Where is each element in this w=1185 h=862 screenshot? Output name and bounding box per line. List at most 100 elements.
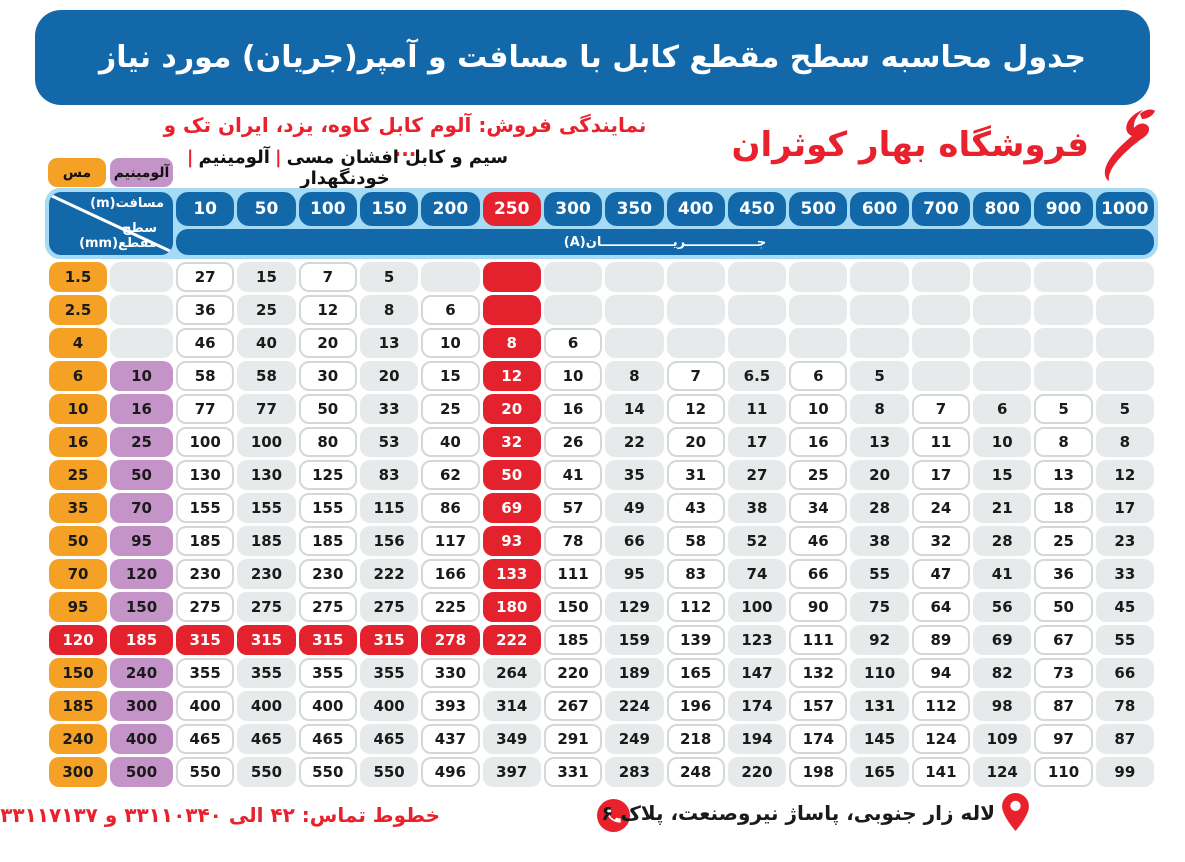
amperage-cell: 7 xyxy=(666,361,725,391)
amperage-cell: 28 xyxy=(973,526,1032,556)
amperage-cell: 156 xyxy=(359,526,419,556)
amperage-cell: 69 xyxy=(973,625,1032,655)
copper-size-cell: 4 xyxy=(49,328,107,358)
aluminum-size-cell: 150 xyxy=(110,592,173,622)
distance-header-cell: 50 xyxy=(237,192,296,226)
amperage-cell: 30 xyxy=(298,361,357,391)
aluminum-legend-badge: آلومینیم xyxy=(110,158,173,187)
amperage-cell: 58 xyxy=(237,361,296,391)
empty-cell xyxy=(543,295,603,325)
amperage-cell: 355 xyxy=(359,658,419,688)
amperage-cell: 77 xyxy=(237,394,296,424)
empty-cell xyxy=(605,295,664,325)
amperage-cell: 393 xyxy=(421,691,480,721)
empty-cell xyxy=(911,295,971,325)
amperage-cell: 36 xyxy=(176,295,235,325)
amperage-cell: 275 xyxy=(237,592,296,622)
amperage-cell: 400 xyxy=(298,691,357,721)
empty-cell xyxy=(911,361,971,391)
amperage-cell: 275 xyxy=(359,592,419,622)
amperage-cell: 33 xyxy=(1095,559,1154,589)
amperage-cell: 130 xyxy=(176,460,235,490)
amperage-cell: 87 xyxy=(1095,724,1154,754)
page-title: جدول محاسبه سطح مقطع کابل با مسافت و آمپ… xyxy=(98,40,1087,75)
amperage-cell: 283 xyxy=(605,757,664,787)
empty-cell xyxy=(727,262,787,292)
amperage-cell: 66 xyxy=(789,559,848,589)
amperage-cell: 33 xyxy=(359,394,419,424)
amperage-cell: 66 xyxy=(605,526,664,556)
aluminum-size-cell: 50 xyxy=(110,460,173,490)
store-brand: فروشگاه بهار کوثران xyxy=(732,106,1158,184)
amperage-cell: 23 xyxy=(1095,526,1154,556)
amperage-cell: 267 xyxy=(543,691,603,721)
dealer-line: نمایندگی فروش: آلوم کابل کاوه، یزد، ایرا… xyxy=(163,113,647,161)
amperage-cell: 12 xyxy=(298,295,357,325)
empty-cell xyxy=(1095,328,1154,358)
empty-cell xyxy=(666,328,725,358)
amperage-cell: 222 xyxy=(359,559,419,589)
empty-cell xyxy=(543,262,603,292)
amperage-cell: 8 xyxy=(1095,427,1154,457)
amperage-cell: 220 xyxy=(727,757,787,787)
copper-size-cell: 16 xyxy=(49,427,107,457)
aluminum-size-cell: 95 xyxy=(110,526,173,556)
amperage-cell: 45 xyxy=(1095,592,1154,622)
amperage-cell: 25 xyxy=(237,295,296,325)
products-line: سیم و کابل افشان مسی|آلومینیم|خودنگهدار xyxy=(165,147,525,189)
amperage-cell: 249 xyxy=(605,724,664,754)
amperage-cell: 5 xyxy=(1034,394,1093,424)
amperage-cell: 6 xyxy=(421,295,480,325)
amperage-cell: 73 xyxy=(1034,658,1093,688)
amperage-cell: 314 xyxy=(482,691,541,721)
amperage-cell: 10 xyxy=(789,394,848,424)
amperage-cell: 400 xyxy=(359,691,419,721)
amperage-cell: 6 xyxy=(789,361,848,391)
amperage-cell: 6.5 xyxy=(727,361,787,391)
amperage-cell: 11 xyxy=(727,394,787,424)
copper-legend-badge: مس xyxy=(48,158,106,187)
amperage-cell: 78 xyxy=(1095,691,1154,721)
amperage-cell: 331 xyxy=(543,757,603,787)
amperage-cell: 31 xyxy=(666,460,725,490)
amperage-cell: 50 xyxy=(298,394,357,424)
amperage-cell: 13 xyxy=(850,427,909,457)
amperage-cell: 139 xyxy=(666,625,725,655)
distance-header-cell: 1000 xyxy=(1095,192,1154,226)
amperage-cell: 355 xyxy=(298,658,357,688)
empty-cell xyxy=(911,328,971,358)
amperage-table: مسافت(m) سطح مقطع(mm) 10 50 100 150 200 250 30… xyxy=(45,188,1158,787)
amperage-cell: 465 xyxy=(176,724,235,754)
amperage-cell: 141 xyxy=(911,757,971,787)
amperage-cell: 83 xyxy=(666,559,725,589)
distance-header-cell: 700 xyxy=(911,192,971,226)
amperage-cell: 56 xyxy=(973,592,1032,622)
amperage-cell: 13 xyxy=(1034,460,1093,490)
amperage-cell: 78 xyxy=(543,526,603,556)
amperage-cell: 180 xyxy=(482,592,541,622)
amperage-cell: 46 xyxy=(789,526,848,556)
store-logo-icon xyxy=(1104,109,1155,181)
aluminum-size-cell: 120 xyxy=(110,559,173,589)
aluminum-size-cell xyxy=(110,262,173,292)
amperage-cell: 17 xyxy=(727,427,787,457)
amperage-cell: 10 xyxy=(421,328,480,358)
amperage-cell: 155 xyxy=(176,493,235,523)
amperage-cell: 275 xyxy=(176,592,235,622)
amperage-cell: 130 xyxy=(237,460,296,490)
empty-cell xyxy=(911,262,971,292)
amperage-cell: 46 xyxy=(176,328,235,358)
separator: | xyxy=(274,147,282,168)
amperage-cell: 35 xyxy=(605,460,664,490)
amperage-cell: 109 xyxy=(973,724,1032,754)
amperage-cell: 86 xyxy=(421,493,480,523)
amperage-cell: 12 xyxy=(1095,460,1154,490)
amperage-cell: 15 xyxy=(421,361,480,391)
amperage-cell: 32 xyxy=(482,427,541,457)
amperage-cell: 147 xyxy=(727,658,787,688)
empty-cell xyxy=(850,295,909,325)
empty-cell xyxy=(850,328,909,358)
amperage-cell: 49 xyxy=(605,493,664,523)
amperage-cell: 222 xyxy=(482,625,541,655)
amperage-cell: 155 xyxy=(237,493,296,523)
